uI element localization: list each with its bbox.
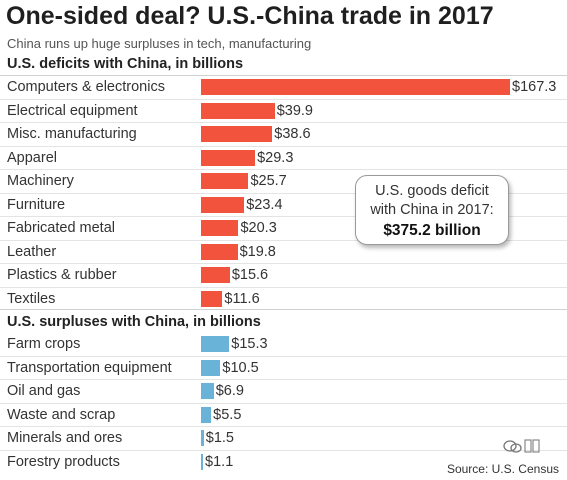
deficits-divider [0,75,567,76]
deficits-section-title: U.S. deficits with China, in billions [7,56,244,72]
surplus-bar [201,430,204,446]
deficit-bar [201,267,230,283]
surplus-category-label: Minerals and ores [7,430,123,446]
row-separator [0,239,567,241]
deficit-bar [201,290,223,307]
deficit-value-label: $38.6 [274,126,311,142]
deficit-category-label: Machinery [7,173,74,189]
deficit-bar [201,126,273,142]
surplus-bar [201,406,212,423]
wechat-watermark-icon [503,439,540,453]
surplus-value-label: $1.1 [205,453,234,470]
row-separator [0,122,567,123]
deficit-value-label: $11.6 [224,290,260,307]
deficit-bar [201,79,510,95]
row-separator [0,355,567,357]
callout-line-2: with China in 2017: [370,202,494,218]
deficit-category-label: Fabricated metal [7,220,115,236]
deficit-value-label: $15.6 [231,267,269,283]
surplus-category-label: Forestry products [7,453,120,470]
deficit-value-label: $23.4 [246,196,283,213]
deficit-category-label: Furniture [7,196,66,213]
surplus-divider [0,309,567,310]
deficit-category-label: Electrical equipment [7,102,138,119]
surplus-value-label: $6.9 [215,383,244,399]
deficit-bar [201,196,245,213]
row-separator [0,449,567,451]
row-separator [0,145,567,147]
deficit-bar [201,173,249,189]
deficit-category-label: Apparel [7,149,57,166]
surplus-category-label: Oil and gas [7,383,81,399]
surplus-bar [201,383,214,399]
chart-subtitle: China runs up huge surpluses in tech, ma… [7,36,312,51]
chart-title: One-sided deal? U.S.-China trade in 2017 [6,2,494,30]
surplus-section-title: U.S. surpluses with China, in billions [7,314,261,330]
callout-amount: $375.2 billion [383,222,481,239]
row-separator [0,263,567,264]
deficit-category-label: Plastics & rubber [7,267,117,283]
surplus-bar [201,359,221,376]
deficit-value-label: $39.9 [276,102,313,119]
deficit-value-label: $25.7 [250,173,287,189]
surplus-bar [201,336,230,352]
callout-line-1: U.S. goods deficit [375,183,489,199]
deficit-category-label: Leather [7,243,57,260]
deficit-value-label: $167.3 [512,79,557,95]
row-separator [0,98,567,100]
source-note: Source: U.S. Census [446,462,559,476]
deficit-value-label: $29.3 [257,149,294,166]
surplus-category-label: Transportation equipment [7,359,172,376]
deficit-bar [201,102,275,119]
row-separator [0,192,567,194]
surplus-value-label: $10.5 [222,359,259,376]
row-separator [0,379,567,380]
deficit-bar [201,220,239,236]
surplus-bar [201,453,204,470]
deficit-category-label: Textiles [7,290,56,307]
row-separator [0,169,567,170]
surplus-category-label: Waste and scrap [7,406,116,423]
row-separator [0,216,567,217]
deficit-category-label: Computers & electronics [7,79,165,95]
deficit-bar [201,243,238,260]
row-separator [0,286,567,288]
surplus-value-label: $5.5 [213,406,242,423]
deficit-value-label: $20.3 [240,220,277,236]
deficit-callout: U.S. goods deficit with China in 2017: $… [355,175,509,245]
surplus-value-label: $1.5 [205,430,234,446]
deficit-category-label: Misc. manufacturing [7,126,137,142]
row-separator [0,426,567,427]
surplus-category-label: Farm crops [7,336,81,352]
surplus-value-label: $15.3 [231,336,268,352]
deficit-value-label: $19.8 [239,243,276,260]
deficit-bar [201,149,256,166]
row-separator [0,402,567,404]
